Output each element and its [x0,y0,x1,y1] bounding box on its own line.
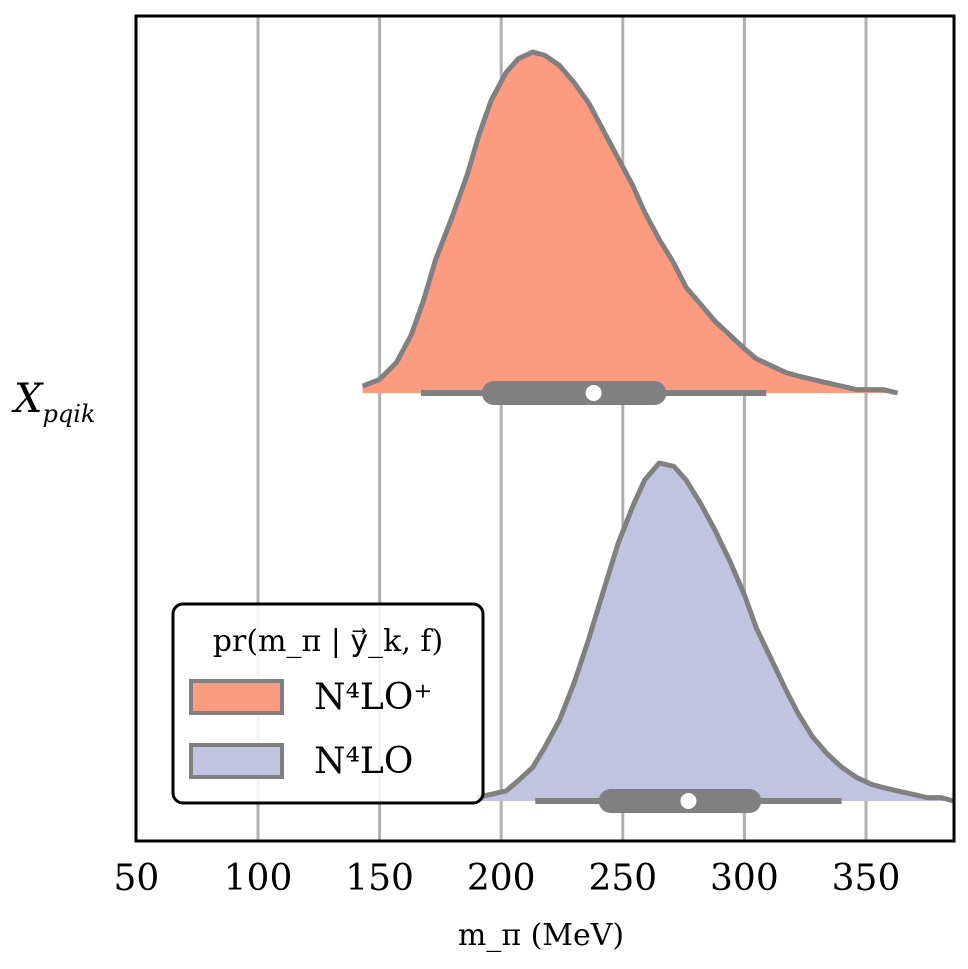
x-tick-label: 50 [113,858,159,899]
median-dot [680,793,697,809]
x-tick-label: 100 [224,858,293,899]
box-layer [420,381,842,813]
x-tick-label: 250 [588,858,657,899]
x-axis-label: m_π (MeV) [458,918,624,953]
violin-fill [476,463,954,801]
legend: pr(m_π | y⃗_k, f) N⁴LO⁺ N⁴LO [171,602,485,805]
violin-outline [476,460,955,804]
legend-title: pr(m_π | y⃗_k, f) [213,624,443,659]
legend-swatch-n4lo [189,743,284,779]
legend-label-n4lo-plus: N⁴LO⁺ [314,677,432,718]
x-tick-label: 300 [710,858,779,899]
median-dot [585,385,602,401]
violin-outline [361,49,899,396]
legend-label-n4lo: N⁴LO [314,741,413,782]
category-label: Xpqik [11,376,95,428]
plot-frame [134,14,956,843]
legend-swatch-n4lo-plus [189,679,284,715]
x-tick-label: 150 [345,858,414,899]
x-tick-label: 200 [467,858,536,899]
violin-layer [361,49,955,804]
x-tick-label: 350 [832,858,901,899]
violin-fill [362,52,898,393]
x-tick-labels: 50 100 150 200 250 300 350 [113,858,900,899]
